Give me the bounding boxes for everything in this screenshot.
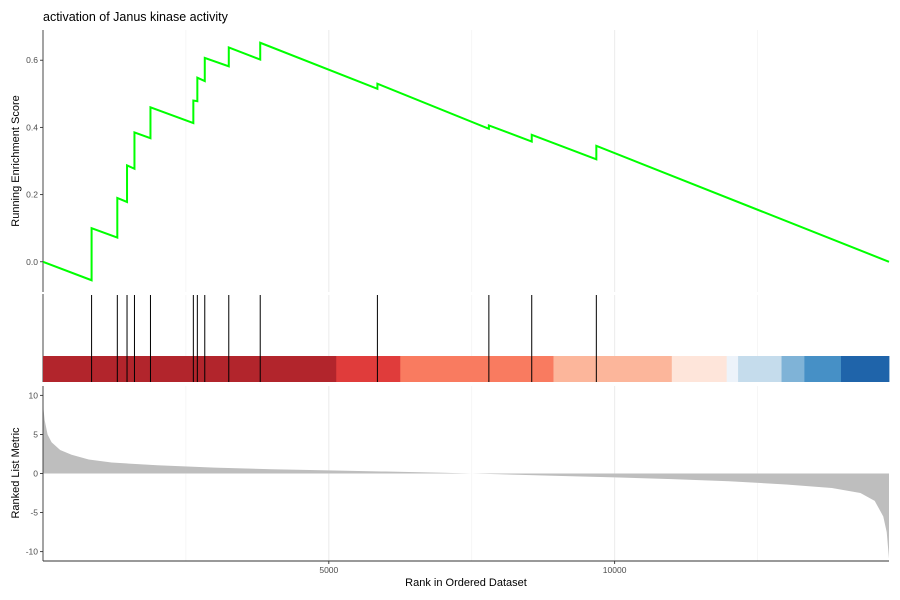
metric-y-tick-label: -5 <box>30 508 38 518</box>
chart-title: activation of Janus kinase activity <box>43 10 229 24</box>
color-bar-segment <box>336 356 401 382</box>
rank-color-bar <box>43 356 890 382</box>
es-panel-ylabel: Running Enrichment Score <box>10 95 22 226</box>
metric-y-tick-label: -10 <box>26 547 39 557</box>
metric-panel: 10 5 0 -5 -10 5000 10000 Ranked List Metric R… <box>10 386 889 589</box>
metric-y-tick-label: 0 <box>33 469 38 479</box>
x-tick-label: 5000 <box>319 565 338 575</box>
color-bar-segment <box>726 356 739 382</box>
metric-panel-y-ticks: 10 5 0 -5 -10 <box>26 390 43 557</box>
metric-panel-ylabel: Ranked List Metric <box>10 427 22 519</box>
es-y-tick-label: 0.2 <box>26 190 38 200</box>
ranked-metric-area <box>43 404 889 559</box>
x-axis-label: Rank in Ordered Dataset <box>405 577 527 589</box>
color-bar-segment <box>804 356 842 382</box>
color-bar-segment <box>738 356 782 382</box>
es-panel-y-ticks: 0.0 0.2 0.4 0.6 <box>26 55 43 267</box>
gene-hit-ticks <box>91 295 597 382</box>
es-y-tick-label: 0.6 <box>26 55 38 65</box>
x-tick-label: 10000 <box>603 565 627 575</box>
es-y-tick-label: 0.0 <box>26 257 38 267</box>
metric-panel-x-ticks: 5000 10000 <box>319 561 627 575</box>
color-bar-segment <box>553 356 673 382</box>
running-es-line <box>42 41 890 282</box>
es-panel-grid <box>185 30 758 292</box>
es-y-tick-label: 0.4 <box>26 122 38 132</box>
metric-y-tick-label: 5 <box>33 429 38 439</box>
color-bar-segment <box>840 356 890 382</box>
metric-y-tick-label: 10 <box>29 390 39 400</box>
hit-panel <box>42 294 890 382</box>
color-bar-segment <box>671 356 728 382</box>
color-bar-segment <box>781 356 805 382</box>
es-panel: 0.0 0.2 0.4 0.6 Running Enrichment Score <box>10 30 890 292</box>
color-bar-segment <box>43 356 337 382</box>
color-bar-segment <box>400 356 554 382</box>
